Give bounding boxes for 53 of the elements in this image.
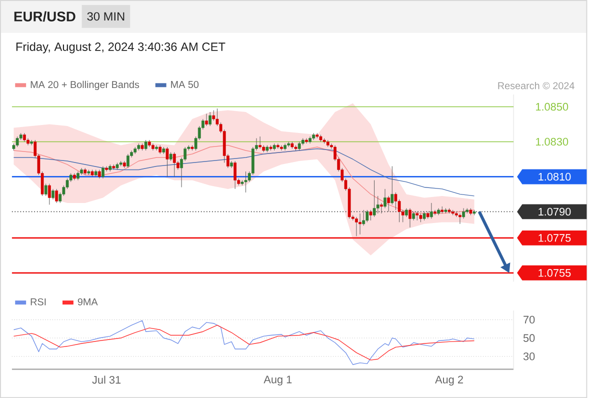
candlestick — [387, 196, 390, 212]
candlestick — [376, 196, 380, 214]
y-tick-label: 70 — [524, 316, 535, 324]
x-tick-label: Jul 31 — [92, 376, 121, 384]
y-tick-label: 1.0790 — [538, 208, 571, 216]
candlestick — [208, 112, 212, 126]
candlestick — [48, 183, 51, 205]
candlestick — [358, 213, 362, 235]
candlestick — [155, 144, 158, 151]
candlestick — [244, 171, 248, 193]
candlestick — [280, 144, 283, 151]
candlestick — [55, 188, 58, 204]
text: Research © 2024 — [498, 82, 574, 90]
x-tick-label: Aug 2 — [435, 376, 463, 386]
chart-subtitle: Friday, August 2, 2024 3:40:36 AM CET — [16, 42, 226, 54]
candlestick — [234, 160, 237, 190]
candlestick — [172, 152, 176, 177]
candlestick — [166, 146, 169, 177]
candlestick — [366, 210, 369, 222]
y-tick-label: 1.0830 — [536, 138, 568, 146]
legend-label: RSI — [30, 298, 46, 306]
candlestick — [126, 154, 130, 168]
candlestick — [105, 166, 108, 172]
legend-label: 9MA — [78, 298, 98, 306]
candlestick — [372, 180, 376, 218]
candlestick — [430, 202, 433, 219]
candlestick — [369, 210, 372, 221]
candlestick — [205, 113, 208, 126]
y-tick-label: 1.0850 — [536, 102, 568, 111]
candlestick — [380, 202, 383, 214]
y-tick-label: 1.0755 — [538, 269, 571, 277]
line-series — [13, 144, 475, 214]
y-tick-label: 30 — [523, 352, 535, 360]
candlestick — [44, 183, 48, 196]
candlestick — [434, 210, 436, 216]
y-tick-label: 50 — [523, 334, 535, 342]
text: 30 MIN — [87, 12, 124, 21]
candlestick — [458, 213, 462, 224]
candlestick — [52, 188, 54, 200]
candlestick — [305, 138, 308, 144]
candlestick — [258, 136, 262, 149]
line-series — [13, 148, 475, 196]
candlestick — [144, 140, 148, 151]
legend-label: MA 20 + Bollinger Bands — [30, 80, 140, 90]
y-tick-label: 1.0810 — [538, 172, 571, 181]
candlestick — [355, 216, 358, 236]
chart-title: EUR/USD — [14, 11, 76, 22]
x-tick-label: Aug 1 — [264, 376, 292, 386]
candlestick — [408, 208, 412, 228]
candlestick — [16, 136, 19, 148]
candlestick — [102, 166, 104, 179]
y-tick-label: 1.0775 — [538, 234, 571, 242]
legend-label: MA 50 — [171, 80, 199, 88]
